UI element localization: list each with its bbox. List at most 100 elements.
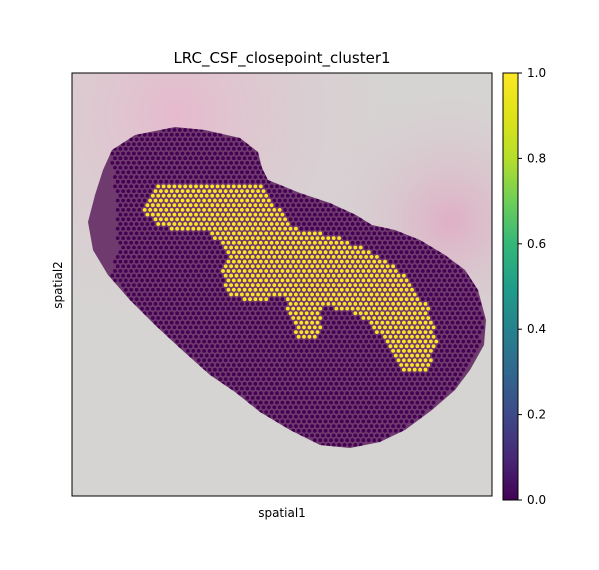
spot-other bbox=[280, 193, 285, 198]
spot-cluster1 bbox=[269, 212, 274, 217]
spot-cluster1 bbox=[375, 273, 379, 278]
spot-cluster1 bbox=[229, 292, 234, 297]
spot-cluster1 bbox=[280, 259, 285, 264]
spot-cluster1 bbox=[372, 297, 377, 302]
spot-cluster1 bbox=[175, 198, 180, 203]
spot-other bbox=[261, 405, 266, 410]
spot-other bbox=[215, 344, 220, 349]
spot-other bbox=[207, 358, 212, 363]
spot-cluster1 bbox=[153, 189, 158, 194]
spot-other bbox=[140, 306, 144, 311]
spot-other bbox=[231, 372, 236, 377]
spot-other bbox=[315, 349, 320, 353]
spot-other bbox=[169, 142, 174, 147]
spot-cluster1 bbox=[402, 292, 406, 297]
spot-other bbox=[121, 198, 125, 203]
spot-cluster1 bbox=[426, 325, 431, 330]
spot-other bbox=[137, 170, 142, 175]
spot-other bbox=[150, 222, 155, 226]
spot-other bbox=[234, 302, 239, 306]
spot-other bbox=[304, 358, 309, 363]
spot-other bbox=[315, 367, 320, 372]
spot-other bbox=[280, 353, 285, 358]
spot-cluster1 bbox=[396, 320, 401, 325]
spot-other bbox=[288, 386, 293, 391]
spot-other bbox=[275, 306, 279, 311]
spot-other bbox=[183, 334, 188, 339]
spot-other bbox=[161, 325, 166, 330]
spot-cluster1 bbox=[396, 283, 401, 287]
spot-cluster1 bbox=[302, 231, 306, 236]
spot-cluster1 bbox=[388, 269, 393, 273]
spot-other bbox=[458, 316, 463, 320]
spot-other bbox=[423, 283, 428, 287]
spot-cluster1 bbox=[383, 287, 387, 292]
spot-other bbox=[458, 334, 463, 339]
spot-cluster1 bbox=[156, 203, 161, 208]
spot-other bbox=[207, 179, 212, 184]
spot-cluster1 bbox=[337, 236, 341, 241]
spot-other bbox=[388, 353, 393, 358]
spot-cluster1 bbox=[415, 344, 420, 349]
spot-other bbox=[364, 386, 368, 391]
spot-other bbox=[167, 175, 171, 179]
spot-cluster1 bbox=[248, 203, 252, 208]
spot-other bbox=[118, 231, 123, 236]
spot-other bbox=[180, 283, 185, 287]
spot-other bbox=[480, 316, 485, 320]
spot-other bbox=[310, 424, 314, 428]
spot-other bbox=[129, 146, 134, 151]
spot-other bbox=[399, 250, 404, 255]
spot-cluster1 bbox=[331, 302, 336, 306]
spot-cluster1 bbox=[218, 208, 223, 212]
spot-cluster1 bbox=[207, 189, 212, 194]
spot-cluster1 bbox=[169, 208, 174, 212]
spot-other bbox=[342, 443, 347, 447]
spot-cluster1 bbox=[296, 250, 301, 255]
spot-other bbox=[456, 339, 460, 344]
spot-other bbox=[350, 334, 355, 339]
spot-other bbox=[253, 334, 258, 339]
spot-cluster1 bbox=[261, 245, 266, 250]
spot-other bbox=[323, 334, 328, 339]
spot-other bbox=[145, 259, 150, 264]
spot-other bbox=[180, 151, 185, 156]
spot-cluster1 bbox=[215, 222, 220, 226]
spot-cluster1 bbox=[364, 255, 368, 259]
spot-other bbox=[356, 428, 360, 433]
spot-cluster1 bbox=[218, 226, 223, 231]
spot-other bbox=[145, 287, 150, 292]
spot-other bbox=[172, 165, 177, 170]
spot-other bbox=[423, 273, 428, 278]
spot-other bbox=[331, 414, 336, 419]
spot-other bbox=[115, 161, 120, 165]
spot-other bbox=[415, 240, 420, 245]
spot-cluster1 bbox=[221, 222, 225, 226]
spot-other bbox=[142, 142, 147, 147]
spot-other bbox=[426, 269, 431, 273]
spot-other bbox=[310, 358, 314, 363]
spot-other bbox=[350, 400, 355, 405]
spot-other bbox=[132, 217, 136, 222]
spot-cluster1 bbox=[261, 226, 266, 231]
spot-other bbox=[213, 264, 217, 269]
spot-other bbox=[366, 400, 371, 405]
spot-other bbox=[207, 273, 212, 278]
spot-other bbox=[456, 367, 460, 372]
spot-other bbox=[140, 269, 144, 273]
spot-cluster1 bbox=[353, 245, 358, 250]
spot-cluster1 bbox=[404, 278, 409, 283]
spot-cluster1 bbox=[423, 320, 428, 325]
spot-other bbox=[218, 349, 223, 353]
spot-cluster1 bbox=[264, 231, 269, 236]
spot-other bbox=[221, 344, 225, 349]
spot-cluster1 bbox=[307, 240, 312, 245]
spot-other bbox=[188, 240, 193, 245]
spot-cluster1 bbox=[250, 226, 255, 231]
spot-other bbox=[272, 339, 277, 344]
spot-other bbox=[161, 250, 166, 255]
spot-other bbox=[226, 156, 231, 161]
spot-cluster1 bbox=[186, 198, 190, 203]
spot-other bbox=[358, 405, 363, 410]
spot-cluster1 bbox=[267, 273, 271, 278]
